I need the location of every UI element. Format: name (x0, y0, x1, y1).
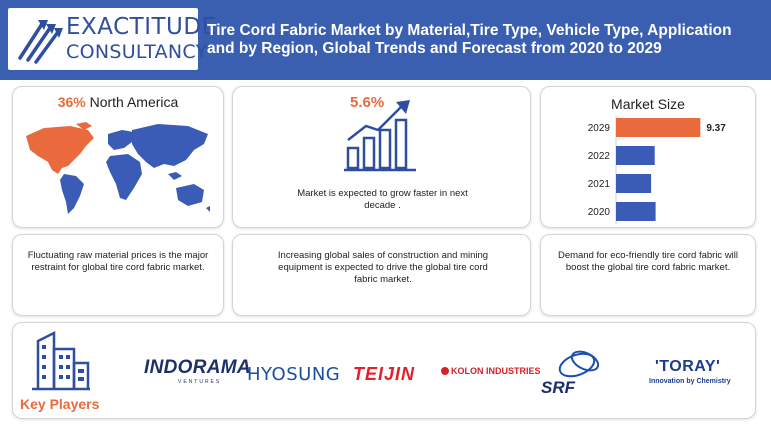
kolon-mark-icon (441, 367, 449, 375)
toray-logo: 'TORAY' (655, 358, 721, 375)
tick-label-2020: 2020 (588, 207, 611, 218)
toray-tagline: Innovation by Chemistry (649, 378, 731, 385)
tick-label-2022: 2022 (588, 151, 611, 162)
kolon-logo-text: KOLON INDUSTRIES (451, 366, 541, 376)
tick-label-2029: 2029 (588, 123, 611, 134)
growth-card (232, 86, 531, 228)
logo-text-consultancy: CONSULTANCY (66, 41, 208, 63)
kolon-logo: KOLON INDUSTRIES (441, 366, 541, 376)
page-title: Tire Cord Fabric Market by Material,Tire… (207, 22, 732, 57)
market-size-title: Market Size (611, 96, 685, 112)
company-logo: EXACTITUDE CONSULTANCY (8, 8, 216, 70)
region-name: North America (89, 94, 179, 110)
data-label-2029: 9.37 (706, 123, 726, 134)
bar-2022 (616, 146, 655, 165)
srf-logo: SRF (541, 350, 600, 397)
key-players-label: Key Players (20, 396, 100, 412)
growth-description: Market is expected to grow faster in nex… (297, 188, 468, 211)
key-players-card (12, 322, 756, 419)
bar-2029 (616, 118, 701, 137)
indorama-logo-sub: VENTURES (178, 379, 222, 385)
growth-percent: 5.6% (350, 94, 385, 111)
restraint-text: Fluctuating raw material prices is the m… (27, 250, 209, 273)
driver-text: Increasing global sales of construction … (277, 250, 489, 285)
world-map-icon (26, 122, 210, 214)
arrows-logo-icon (18, 20, 63, 64)
restraint-card (12, 234, 224, 316)
teijin-logo: TEIJIN (353, 364, 416, 384)
region-heading: 36% North America (12, 94, 224, 110)
buildings-icon (32, 330, 90, 391)
growth-chart-icon (344, 100, 416, 172)
market-size-bar-chart: 2029 9.37 2022 2021 2020 (588, 116, 726, 224)
opportunity-card (540, 234, 756, 316)
indorama-logo: INDORAMA (144, 357, 251, 378)
opportunity-text: Demand for eco-friendly tire cord fabric… (557, 250, 739, 273)
bar-2021 (616, 174, 652, 193)
logo-text-exactitude: EXACTITUDE (66, 14, 217, 40)
tick-label-2021: 2021 (588, 179, 611, 190)
region-percent: 36% (57, 94, 86, 110)
header-banner: EXACTITUDE CONSULTANCY Tire Cord Fabric … (0, 0, 771, 80)
hyosung-logo: HYOSUNG (247, 364, 341, 385)
bar-2020 (616, 202, 656, 221)
driver-card (232, 234, 531, 316)
srf-logo-text: SRF (541, 378, 576, 397)
